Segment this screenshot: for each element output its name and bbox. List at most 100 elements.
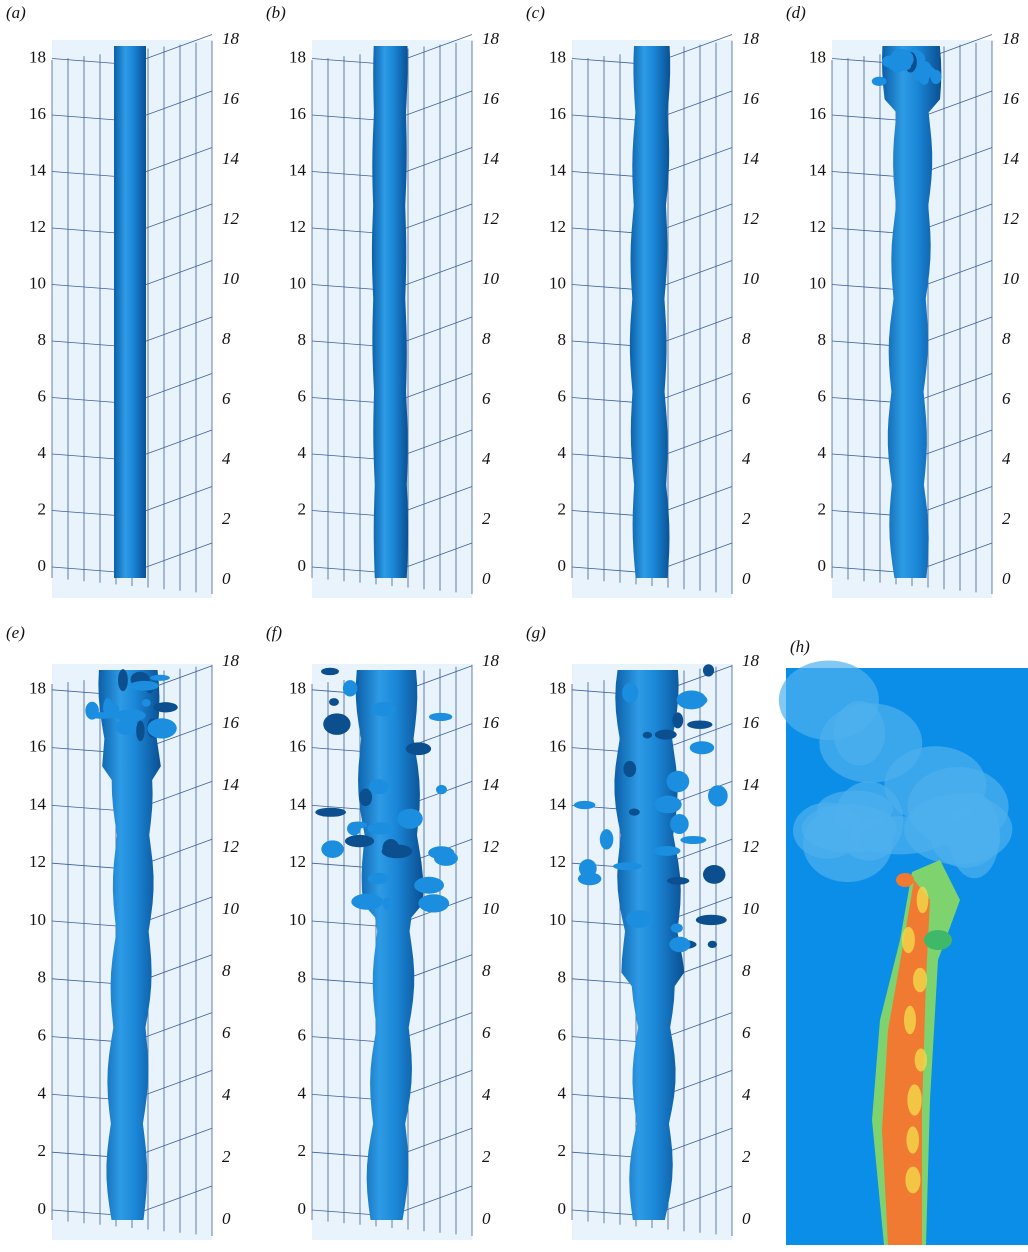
- turbulent-blob: [577, 872, 602, 886]
- right-tick-label: 0: [222, 1209, 231, 1228]
- panel-label: (a): [6, 3, 26, 22]
- turbulent-blob: [888, 61, 912, 72]
- left-tick-label: 6: [38, 1026, 47, 1045]
- turbulent-blob: [141, 698, 151, 707]
- right-tick-label: 8: [742, 961, 751, 980]
- turbulent-blob: [321, 840, 344, 858]
- turbulent-blob: [129, 680, 159, 691]
- left-tick-label: 6: [298, 386, 307, 405]
- left-tick-label: 16: [29, 737, 46, 756]
- panel-label: (d): [786, 3, 806, 22]
- left-tick-label: 8: [818, 330, 827, 349]
- right-tick-label: 16: [222, 713, 240, 732]
- right-tick-label: 2: [742, 509, 751, 528]
- left-tick-label: 2: [38, 1141, 47, 1160]
- contour-eddy: [907, 1084, 922, 1116]
- right-tick-label: 6: [222, 389, 231, 408]
- right-tick-label: 10: [742, 269, 760, 288]
- left-tick-label: 6: [38, 386, 47, 405]
- left-tick-label: 10: [549, 910, 566, 929]
- right-tick-label: 10: [222, 899, 240, 918]
- left-tick-label: 4: [298, 1083, 307, 1102]
- left-tick-label: 0: [298, 1199, 307, 1218]
- right-tick-label: 2: [1002, 509, 1011, 528]
- right-tick-label: 18: [222, 29, 240, 48]
- turbulent-blob: [342, 680, 358, 697]
- turbulent-blob: [654, 729, 677, 740]
- left-tick-label: 8: [558, 330, 567, 349]
- turbulent-blob: [115, 709, 146, 722]
- right-tick-label: 18: [1002, 29, 1020, 48]
- right-tick-label: 14: [482, 775, 500, 794]
- left-tick-label: 10: [289, 910, 306, 929]
- right-tick-label: 8: [222, 961, 231, 980]
- turbulent-blob: [150, 674, 170, 681]
- turbulent-blob: [351, 893, 384, 910]
- left-tick-label: 10: [289, 273, 306, 292]
- right-tick-label: 4: [482, 449, 491, 468]
- left-tick-label: 18: [809, 47, 826, 66]
- jet-surface: [371, 46, 409, 578]
- turbulent-blob: [368, 779, 389, 795]
- left-tick-label: 0: [298, 556, 307, 575]
- turbulent-blob: [344, 834, 375, 848]
- left-tick-label: 12: [289, 852, 306, 871]
- left-tick-label: 4: [38, 1083, 47, 1102]
- mixing-cloud: [907, 766, 1009, 847]
- right-tick-label: 10: [482, 269, 500, 288]
- left-tick-label: 4: [298, 443, 307, 462]
- left-tick-label: 14: [29, 794, 47, 813]
- right-tick-label: 4: [742, 449, 751, 468]
- turbulent-blob: [652, 845, 681, 856]
- left-tick-label: 2: [298, 499, 307, 518]
- turbulent-blob: [871, 76, 887, 86]
- right-tick-label: 12: [742, 209, 760, 228]
- left-tick-label: 6: [818, 386, 827, 405]
- left-tick-label: 16: [289, 104, 306, 123]
- left-tick-label: 12: [289, 217, 306, 236]
- right-tick-label: 0: [742, 1209, 751, 1228]
- right-tick-label: 0: [742, 569, 751, 588]
- turbulent-blob: [708, 785, 728, 807]
- turbulent-blob: [436, 784, 447, 795]
- turbulent-blob: [117, 669, 128, 692]
- left-tick-label: 18: [549, 679, 566, 698]
- right-tick-label: 16: [222, 89, 240, 108]
- turbulent-blob: [103, 698, 113, 717]
- right-tick-label: 16: [742, 89, 760, 108]
- turbulent-blob: [677, 693, 708, 708]
- panel-label: (f): [266, 623, 282, 642]
- jet-surface: [98, 670, 161, 1220]
- left-tick-label: 16: [809, 104, 826, 123]
- right-tick-label: 6: [742, 389, 751, 408]
- contour-eddy: [901, 926, 915, 954]
- panel-label: (c): [526, 3, 545, 22]
- right-tick-label: 18: [742, 651, 760, 670]
- left-tick-label: 0: [818, 556, 827, 575]
- right-tick-label: 8: [482, 961, 491, 980]
- mixing-cloud: [833, 700, 886, 766]
- left-tick-label: 8: [38, 968, 47, 987]
- left-tick-label: 18: [289, 47, 306, 66]
- left-tick-label: 18: [549, 47, 566, 66]
- right-tick-label: 18: [742, 29, 760, 48]
- contour-eddy: [905, 1166, 921, 1194]
- panel: (g) 0 2 4 6 8 10 12 14 16 18 0 2 4 6 8 10 12 14 16 18: [526, 623, 760, 1240]
- panel: (e) 0 2 4 6 8 10 12 14 16 18 0 2 4 6 8 10 12 14 16 18: [6, 623, 240, 1240]
- turbulent-blob: [371, 701, 396, 717]
- turbulent-blob: [669, 936, 691, 953]
- right-tick-label: 12: [482, 837, 500, 856]
- turbulent-blob: [628, 808, 640, 816]
- turbulent-blob: [666, 770, 690, 793]
- contour-eddy: [896, 873, 914, 887]
- turbulent-blob: [707, 940, 718, 948]
- turbulent-blob: [347, 822, 361, 836]
- turbulent-blob: [428, 712, 453, 721]
- turbulent-blob: [919, 74, 929, 85]
- left-tick-label: 14: [549, 794, 567, 813]
- right-tick-label: 12: [1002, 209, 1020, 228]
- turbulent-blob: [642, 731, 653, 739]
- turbulent-blob: [147, 718, 177, 739]
- right-tick-label: 4: [742, 1085, 751, 1104]
- turbulent-blob: [670, 923, 683, 933]
